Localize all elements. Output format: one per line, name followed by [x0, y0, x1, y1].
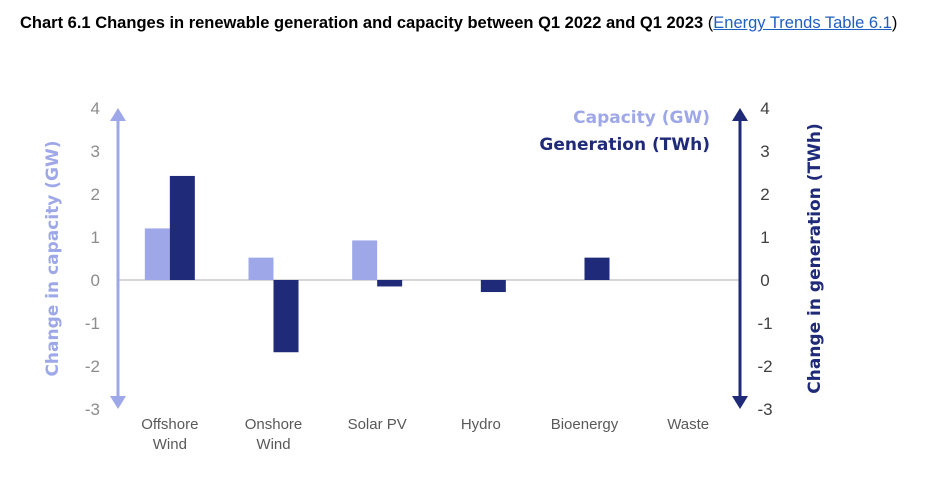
right-tick-label: 3 [760, 142, 769, 161]
close-paren: ) [891, 14, 898, 32]
left-tick-label: -1 [85, 314, 100, 333]
category-label: Bioenergy [551, 416, 619, 433]
generation-bar-bioenergy [584, 257, 610, 280]
right-tick-label: -1 [757, 314, 772, 333]
left-tick-label: -3 [85, 400, 100, 419]
generation-bar-hydro [480, 280, 506, 293]
category-label: Offshore [141, 416, 198, 433]
left-tick-label: 4 [91, 99, 100, 118]
left-axis-arrow-up [110, 108, 126, 121]
source-link[interactable]: Energy Trends Table 6.1 [713, 14, 892, 32]
capacity-bar-solar-pv [352, 240, 378, 280]
legend-generation: Generation (TWh) [539, 135, 710, 155]
open-paren: ( [707, 14, 714, 32]
left-tick-label: 3 [91, 142, 100, 161]
capacity-bar-onshore-wind [248, 257, 274, 280]
category-label: Waste [667, 416, 709, 433]
right-axis-arrow-down [732, 396, 748, 409]
right-axis-title: Change in generation (TWh) [805, 123, 825, 393]
left-axis-arrow-down [110, 396, 126, 409]
category-label: Solar PV [348, 416, 407, 433]
right-axis-arrow-up [732, 108, 748, 121]
chart-title-text: Chart 6.1 Changes in renewable generatio… [20, 14, 704, 32]
category-label: Hydro [461, 416, 501, 433]
left-tick-label: 1 [91, 228, 100, 247]
capacity-bar-offshore-wind [144, 228, 170, 280]
category-label: Wind [153, 436, 187, 453]
right-tick-label: 0 [760, 271, 769, 290]
category-label: Onshore [245, 416, 303, 433]
generation-bar-onshore-wind [273, 280, 299, 353]
generation-bar-offshore-wind [169, 175, 195, 280]
category-label: Wind [256, 436, 290, 453]
legend-capacity: Capacity (GW) [573, 108, 710, 128]
left-axis-title: Change in capacity (GW) [43, 140, 63, 376]
generation-bar-solar-pv [377, 280, 403, 287]
left-tick-label: 0 [91, 271, 100, 290]
right-tick-label: 1 [760, 228, 769, 247]
right-tick-label: 4 [760, 99, 769, 118]
left-tick-label: 2 [91, 185, 100, 204]
right-tick-label: -3 [757, 400, 772, 419]
chart-title: Chart 6.1 Changes in renewable generatio… [20, 12, 920, 34]
left-tick-label: -2 [85, 357, 100, 376]
right-tick-label: 2 [760, 185, 769, 204]
right-tick-label: -2 [757, 357, 772, 376]
